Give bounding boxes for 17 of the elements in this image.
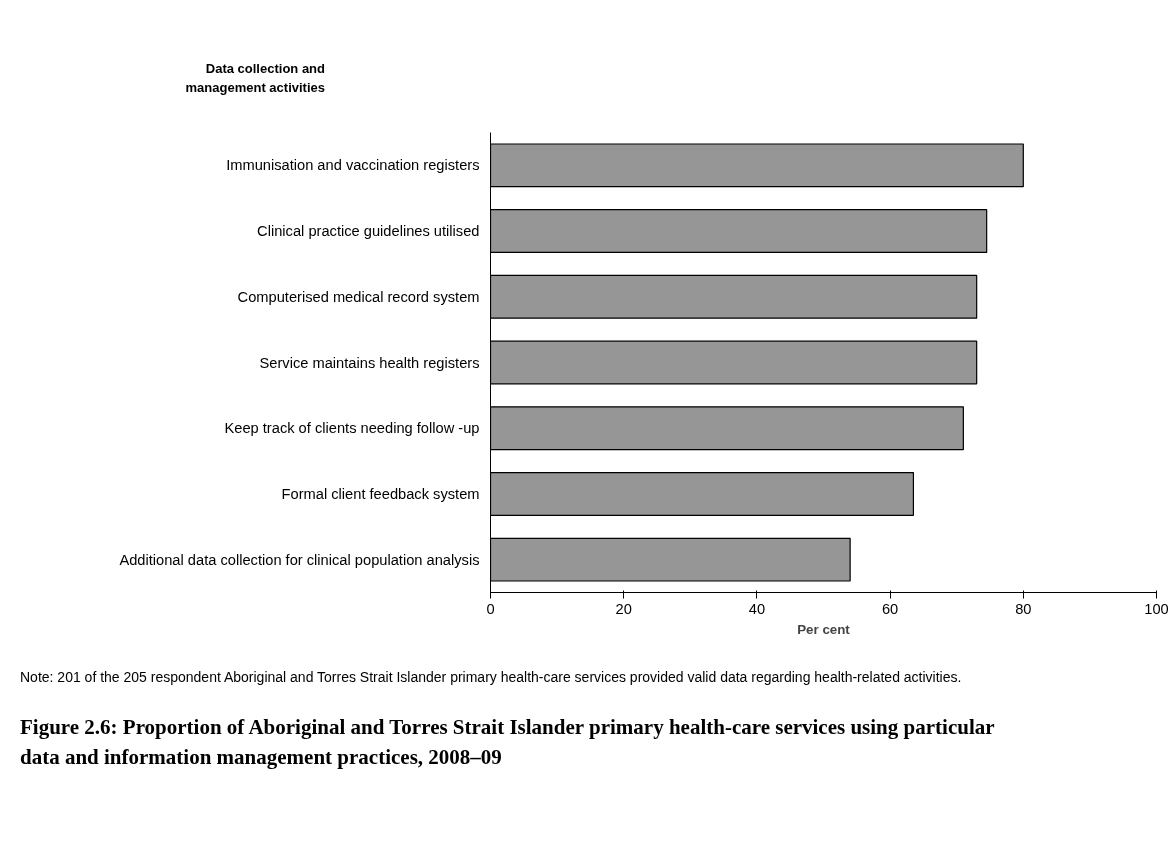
y-tick-label: Formal client feedback system — [281, 486, 480, 503]
y-axis-title: Data collection and management activities — [184, 60, 325, 97]
text: Figure 2.6: Proportion of Aboriginal and Torres Strait Islander primary health-care services using particular data and information management practices, 2008–09 — [20, 714, 996, 772]
y-tick-label: Computerised medical record system — [237, 288, 480, 305]
y-tick-label: Service maintains health registers — [259, 354, 480, 371]
x-tick-label: 40 — [748, 600, 766, 617]
x-tick-label: 80 — [1015, 600, 1032, 617]
x-tick-label: 20 — [615, 600, 632, 617]
x-tick-label: 0 — [486, 600, 495, 617]
y-tick-label: Immunisation and vaccination registers — [226, 157, 480, 174]
y-tick-label: Keep track of clients needing follow -up — [224, 420, 480, 437]
x-tick-label: 60 — [881, 600, 899, 617]
x-tick-label: 100 — [1144, 600, 1169, 617]
text: Note: 201 of the 205 respondent Aboriginal and Torres Strait Islander primary health-care services provided valid data regarding health-related activities. — [20, 668, 962, 688]
y-tick-label: Clinical practice guidelines utilised — [257, 223, 480, 240]
x-axis-title: Per cent — [797, 621, 851, 637]
y-tick-label: Additional data collection for clinical population analysis — [119, 551, 480, 568]
